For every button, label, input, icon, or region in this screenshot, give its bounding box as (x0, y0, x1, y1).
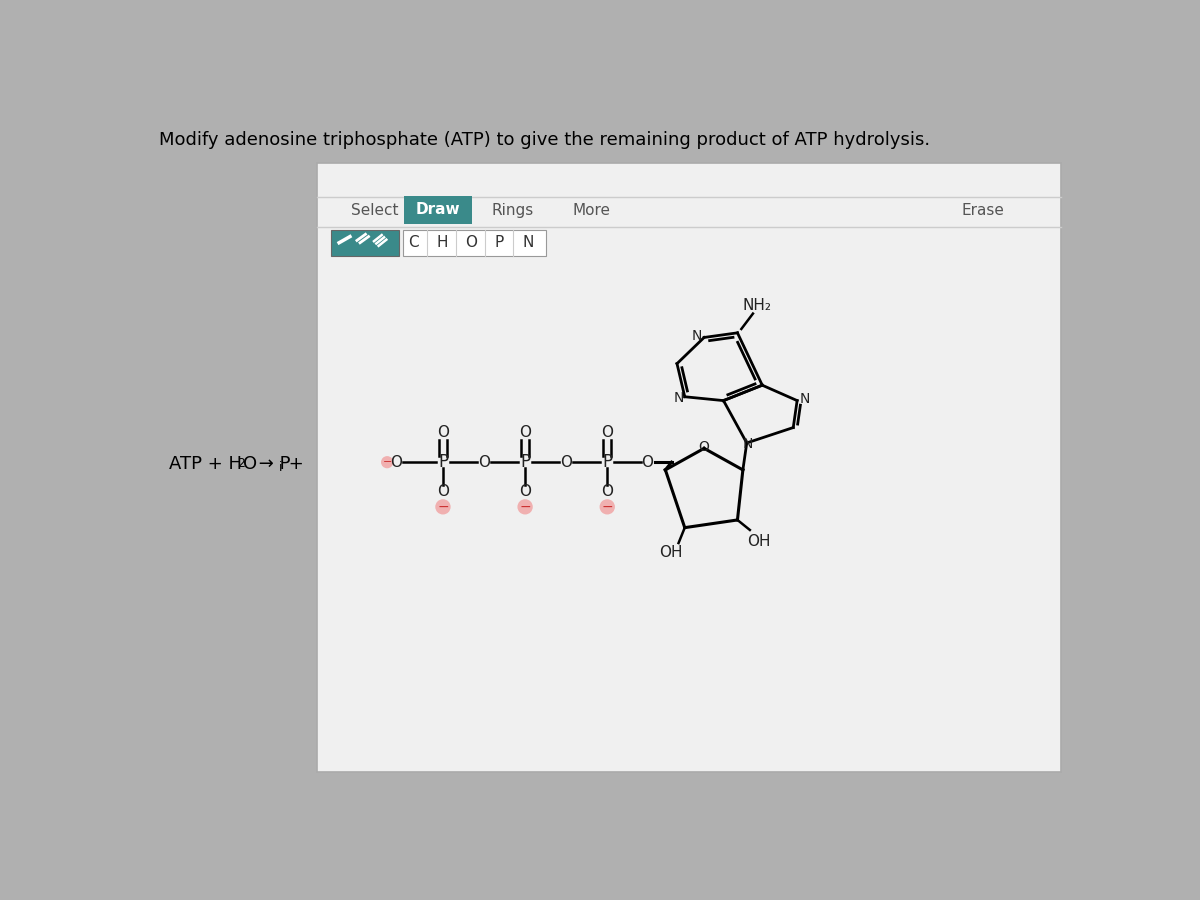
FancyBboxPatch shape (403, 230, 546, 256)
Text: i: i (278, 461, 282, 474)
Text: P: P (602, 454, 612, 472)
Text: O: O (437, 426, 449, 440)
Text: OH: OH (659, 544, 683, 560)
Text: −: − (520, 500, 530, 514)
FancyBboxPatch shape (317, 164, 1061, 771)
Circle shape (436, 500, 450, 514)
Text: N: N (673, 392, 684, 405)
Text: P: P (438, 454, 448, 472)
Text: O: O (520, 426, 532, 440)
Text: O: O (242, 454, 257, 472)
Text: Draw: Draw (416, 202, 461, 217)
Text: ATP + H: ATP + H (169, 454, 242, 472)
Text: P: P (520, 454, 530, 472)
Text: −: − (383, 457, 392, 467)
Text: −: − (437, 500, 449, 514)
Circle shape (382, 457, 392, 468)
Text: Modify adenosine triphosphate (ATP) to give the remaining product of ATP hydroly: Modify adenosine triphosphate (ATP) to g… (160, 131, 930, 149)
Text: P: P (494, 235, 504, 250)
Text: Rings: Rings (492, 202, 534, 218)
FancyBboxPatch shape (404, 196, 473, 223)
Text: O: O (698, 440, 709, 454)
Text: Erase: Erase (961, 202, 1004, 218)
Text: O: O (601, 484, 613, 499)
Text: O: O (478, 454, 490, 470)
Text: O: O (464, 235, 476, 250)
Text: O: O (390, 454, 402, 470)
Text: H: H (437, 235, 448, 250)
Text: C: C (408, 235, 419, 250)
Text: O: O (642, 454, 654, 470)
Text: O: O (520, 484, 532, 499)
Text: NH₂: NH₂ (743, 299, 772, 313)
Text: +: + (283, 454, 304, 472)
Text: N: N (799, 392, 810, 406)
Text: More: More (572, 202, 611, 218)
Text: Select: Select (352, 202, 398, 218)
Text: O: O (560, 454, 572, 470)
Circle shape (518, 500, 532, 514)
Text: N: N (522, 235, 534, 250)
FancyBboxPatch shape (330, 230, 398, 256)
Text: → P: → P (253, 454, 290, 472)
Text: −: − (601, 500, 613, 514)
Text: O: O (601, 426, 613, 440)
Text: O: O (437, 484, 449, 499)
Text: N: N (743, 437, 754, 452)
Text: N: N (691, 328, 702, 343)
Circle shape (600, 500, 614, 514)
Text: OH: OH (748, 534, 770, 549)
Text: 2: 2 (236, 457, 245, 470)
